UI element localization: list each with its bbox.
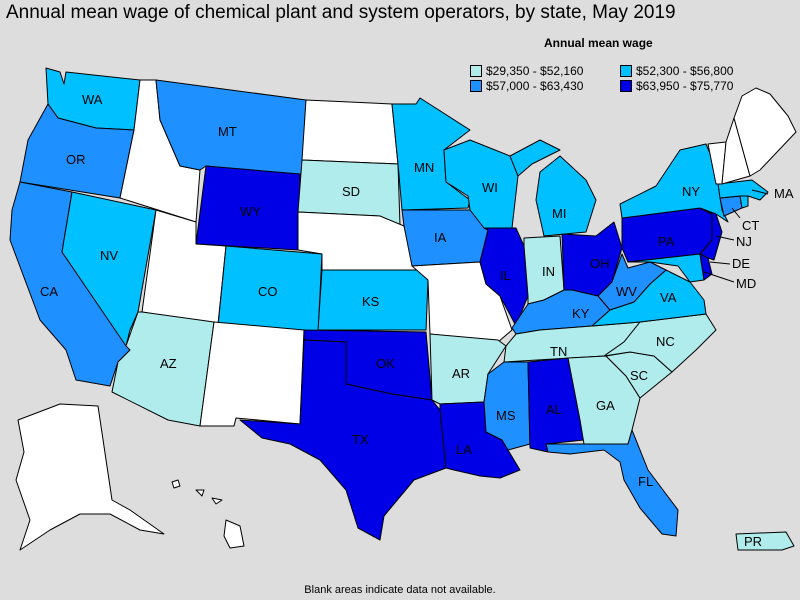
state-ma[interactable]	[717, 179, 769, 201]
state-pr[interactable]	[735, 531, 795, 551]
label-ma: MA	[774, 186, 794, 201]
label-wy: WY	[240, 204, 261, 219]
label-sc: SC	[630, 368, 648, 383]
legend-item-3: $57,000 - $63,430	[470, 79, 583, 93]
label-tx: TX	[352, 432, 369, 447]
state-mi[interactable]	[509, 139, 597, 237]
legend-item-4: $63,950 - $75,770	[620, 79, 733, 93]
label-pr: PR	[744, 534, 762, 549]
leader-line-ct	[731, 207, 741, 219]
state-ks[interactable]	[317, 269, 429, 331]
label-ny: NY	[682, 184, 700, 199]
label-mt: MT	[218, 124, 237, 139]
label-de: DE	[732, 256, 750, 271]
label-il: IL	[500, 268, 511, 283]
legend-label-1: $29,350 - $52,160	[486, 64, 584, 78]
label-in: IN	[542, 264, 555, 279]
state-ct[interactable]	[719, 195, 743, 217]
state-fl[interactable]	[545, 429, 679, 537]
label-la: LA	[456, 442, 472, 457]
label-nc: NC	[656, 334, 675, 349]
state-ri[interactable]	[739, 195, 749, 209]
label-mn: MN	[414, 160, 434, 175]
label-nj: NJ	[736, 234, 752, 249]
label-wi: WI	[482, 180, 498, 195]
state-hi[interactable]	[171, 479, 245, 549]
label-ky: KY	[572, 306, 590, 321]
legend-swatch-3	[470, 80, 482, 92]
label-mi: MI	[552, 206, 566, 221]
legend-label-3: $57,000 - $63,430	[486, 79, 584, 93]
label-pa: PA	[658, 234, 675, 249]
legend-item-2: $52,300 - $56,800	[620, 64, 733, 78]
leader-line-ma	[751, 189, 769, 195]
legend-swatch-2	[620, 65, 632, 77]
label-or: OR	[66, 152, 86, 167]
state-ny[interactable]	[619, 143, 729, 223]
state-tx[interactable]	[239, 339, 447, 541]
leader-line-de	[709, 261, 731, 265]
label-ca: CA	[40, 284, 58, 299]
label-ar: AR	[452, 366, 470, 381]
label-sd: SD	[342, 184, 360, 199]
label-oh: OH	[590, 256, 610, 271]
footnote: Blank areas indicate data not available.	[304, 584, 496, 596]
legend-item-1: $29,350 - $52,160	[470, 64, 583, 78]
label-wa: WA	[82, 92, 103, 107]
label-ct: CT	[742, 218, 759, 233]
label-fl: FL	[638, 474, 653, 489]
legend-swatch-4	[620, 80, 632, 92]
legend-label-4: $63,950 - $75,770	[636, 79, 734, 93]
state-ak[interactable]	[15, 403, 165, 551]
label-ia: IA	[434, 230, 447, 245]
state-nm[interactable]	[199, 321, 305, 427]
label-ms: MS	[496, 408, 516, 423]
state-nd[interactable]	[301, 99, 399, 165]
label-md: MD	[736, 276, 756, 291]
label-va: VA	[660, 290, 677, 305]
label-al: AL	[546, 402, 562, 417]
label-ks: KS	[362, 294, 380, 309]
label-tn: TN	[550, 344, 567, 359]
label-nv: NV	[100, 248, 118, 263]
legend-label-2: $52,300 - $56,800	[636, 64, 734, 78]
leader-line-md	[703, 271, 735, 283]
state-nc[interactable]	[603, 313, 717, 373]
legend-swatch-1	[470, 65, 482, 77]
state-me[interactable]	[733, 87, 797, 177]
state-nj[interactable]	[699, 207, 723, 261]
state-il[interactable]	[479, 227, 529, 327]
label-az: AZ	[160, 356, 177, 371]
state-wv[interactable]	[597, 253, 667, 311]
map-title: Annual mean wage of chemical plant and s…	[6, 2, 676, 23]
legend-title: Annual mean wage	[544, 36, 653, 50]
leader-line-nj	[715, 235, 735, 241]
label-ga: GA	[596, 398, 615, 413]
state-ms[interactable]	[483, 361, 531, 451]
label-co: CO	[258, 284, 278, 299]
label-wv: WV	[616, 284, 637, 299]
label-ok: OK	[376, 356, 395, 371]
